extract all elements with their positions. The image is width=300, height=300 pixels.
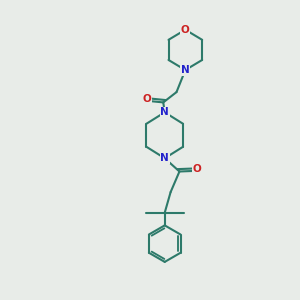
Text: N: N	[181, 65, 190, 75]
Text: O: O	[181, 25, 190, 35]
Text: N: N	[160, 153, 169, 163]
Text: O: O	[193, 164, 202, 173]
Text: O: O	[143, 94, 152, 104]
Text: N: N	[160, 107, 169, 117]
